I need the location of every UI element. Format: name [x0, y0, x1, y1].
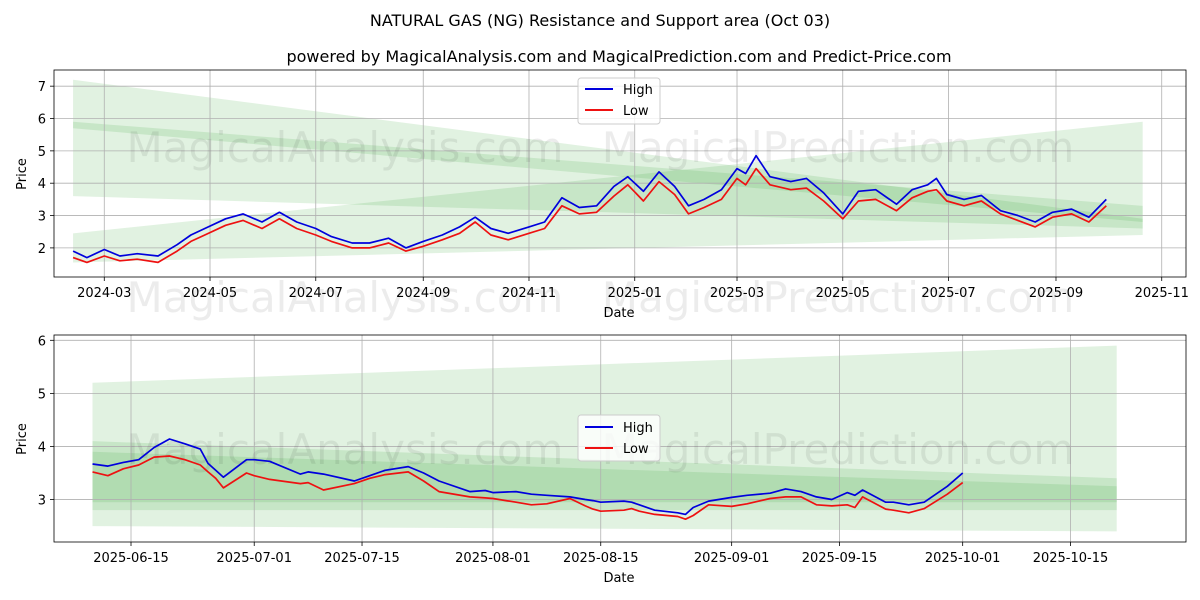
top-ticks: 2024-03 2024-05 2024-07 2024-09 2024-11 2025-…	[38, 80, 1189, 301]
bottom-xtick-label-1: 2025-07-01	[216, 551, 292, 566]
top-xtick-label-3: 2024-09	[396, 286, 450, 301]
chart-title: NATURAL GAS (NG) Resistance and Support …	[370, 11, 830, 30]
bottom-series-high	[92, 438, 964, 516]
bottom-panel: MagicalAnalysis.com MagicalPrediction.co…	[15, 334, 1187, 586]
bottom-watermark-2: MagicalPrediction.com	[602, 425, 1075, 474]
bottom-xtick-label-6: 2025-09-15	[802, 551, 878, 566]
bottom-plot-frame	[53, 334, 1187, 543]
top-watermark-2: MagicalPrediction.com	[602, 123, 1075, 172]
top-xtick-label-10: 2025-11	[1135, 286, 1189, 301]
bottom-legend-high-label: High	[623, 421, 653, 436]
top-watermark-3: MagicalAnalysis.com	[127, 273, 564, 322]
top-plot-frame	[53, 69, 1187, 278]
top-ytick-label-1: 3	[38, 210, 46, 225]
bottom-ytick-label-2: 5	[38, 387, 46, 402]
bottom-watermark-1: MagicalAnalysis.com	[127, 425, 564, 474]
top-ylabel: Price	[15, 158, 30, 190]
top-ytick-label-0: 2	[38, 242, 46, 257]
top-band-0	[73, 79, 1143, 229]
bottom-legend: High Low	[577, 414, 661, 462]
bottom-grid	[54, 335, 1186, 542]
bottom-xtick-label-7: 2025-10-01	[925, 551, 1001, 566]
top-series-high	[72, 154, 1107, 259]
bottom-ytick-label-0: 3	[38, 494, 46, 509]
bottom-xlabel: Date	[603, 571, 634, 586]
bottom-ytick-label-3: 6	[38, 334, 46, 349]
bottom-band-1	[92, 441, 1117, 511]
bottom-ylabel: Price	[15, 423, 30, 455]
top-ytick-label-5: 7	[38, 80, 46, 95]
top-ytick-label-3: 5	[38, 145, 46, 160]
top-series-low	[72, 167, 1107, 264]
bottom-xtick-label-2: 2025-07-15	[324, 551, 400, 566]
bottom-legend-low-label: Low	[623, 442, 649, 457]
bottom-xtick-label-0: 2025-06-15	[93, 551, 169, 566]
top-xtick-label-4: 2024-11	[502, 286, 556, 301]
top-xlabel: Date	[603, 306, 634, 321]
top-band-1	[73, 121, 1143, 223]
top-legend-high-label: High	[623, 83, 653, 98]
bottom-ticks: 2025-06-15 2025-07-01 2025-07-15 2025-08-01…	[38, 334, 1109, 566]
top-series	[72, 154, 1107, 264]
top-xtick-label-2: 2024-07	[289, 286, 343, 301]
top-xtick-label-7: 2025-05	[816, 286, 870, 301]
bottom-xtick-label-3: 2025-08-01	[455, 551, 531, 566]
top-ytick-label-2: 4	[38, 177, 46, 192]
top-xtick-label-5: 2025-01	[608, 286, 662, 301]
top-watermark-4: MagicalPrediction.com	[602, 273, 1075, 322]
bottom-band-2	[92, 451, 1117, 503]
top-ytick-label-4: 6	[38, 113, 46, 128]
top-xtick-label-1: 2024-05	[183, 286, 237, 301]
top-legend: High Low	[577, 77, 661, 125]
bottom-xtick-label-8: 2025-10-15	[1033, 551, 1109, 566]
bottom-xtick-label-4: 2025-08-15	[563, 551, 639, 566]
bottom-series-low	[92, 455, 964, 521]
top-watermark-1: MagicalAnalysis.com	[127, 123, 564, 172]
top-xtick-label-8: 2025-07	[921, 286, 975, 301]
top-xtick-label-0: 2024-03	[77, 286, 131, 301]
top-legend-low-label: Low	[623, 104, 649, 119]
bottom-xtick-label-5: 2025-09-01	[694, 551, 770, 566]
chart-subtitle: powered by MagicalAnalysis.com and Magic…	[286, 47, 951, 66]
bottom-ytick-label-1: 4	[38, 440, 46, 455]
bottom-series	[92, 438, 964, 521]
top-xtick-label-9: 2025-09	[1029, 286, 1083, 301]
top-xtick-label-6: 2025-03	[710, 286, 764, 301]
top-panel: MagicalAnalysis.com MagicalPrediction.co…	[15, 69, 1189, 322]
